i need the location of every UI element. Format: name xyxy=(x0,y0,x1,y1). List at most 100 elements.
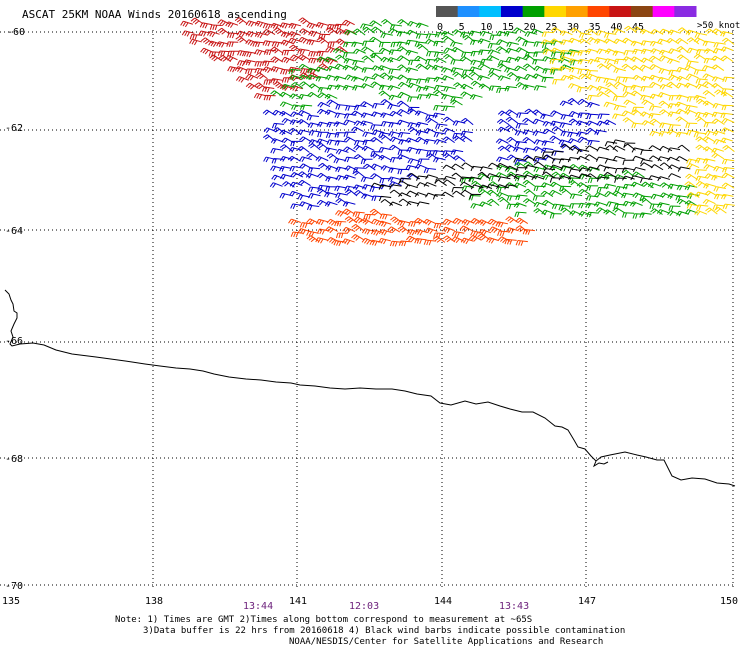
wind-barb xyxy=(397,220,410,227)
wind-barb xyxy=(289,119,303,126)
wind-barb xyxy=(461,162,475,169)
wind-barb xyxy=(433,84,447,91)
wind-barb xyxy=(353,48,366,55)
wind-barb xyxy=(234,66,248,73)
wind-barb xyxy=(675,108,689,115)
wind-barb xyxy=(497,145,511,153)
wind-barb xyxy=(614,177,627,183)
wind-barb xyxy=(470,230,483,237)
wind-barb xyxy=(308,51,321,57)
wind-barb xyxy=(451,186,464,193)
wind-barb xyxy=(479,30,493,37)
wind-barb xyxy=(443,175,456,181)
lon-label: 147 xyxy=(578,596,596,607)
wind-barb xyxy=(362,184,375,190)
wind-barb xyxy=(576,86,589,93)
wind-barb xyxy=(694,111,708,118)
wind-barb xyxy=(297,48,310,55)
wind-barb xyxy=(469,94,483,100)
wind-barb xyxy=(549,213,562,219)
wind-barb xyxy=(650,164,664,171)
wind-barb xyxy=(397,168,410,175)
wind-barb xyxy=(396,100,410,108)
wind-barb xyxy=(325,186,338,192)
wind-barb xyxy=(316,108,330,115)
wind-barb xyxy=(696,204,709,211)
wind-barb xyxy=(341,238,355,245)
wind-barb xyxy=(577,98,591,106)
wind-barb xyxy=(604,141,618,147)
wind-barb xyxy=(667,164,681,170)
wind-barb xyxy=(603,183,617,190)
lat-label: -70 xyxy=(5,581,23,592)
wind-barb xyxy=(314,66,328,73)
wind-barb xyxy=(324,109,338,116)
wind-barb xyxy=(280,173,293,180)
wind-barb xyxy=(408,221,421,227)
wind-barb xyxy=(425,38,438,45)
wind-barb xyxy=(497,126,511,133)
wind-barb xyxy=(270,138,284,144)
wind-barb xyxy=(657,176,671,182)
wind-barb xyxy=(290,140,303,147)
lat-label: -66 xyxy=(5,336,23,347)
wind-barb xyxy=(396,31,410,37)
wind-barb xyxy=(350,76,364,82)
wind-barb xyxy=(542,151,554,157)
wind-barb xyxy=(486,183,500,190)
wind-barb xyxy=(396,108,410,115)
wind-barb xyxy=(460,237,474,245)
wind-barb xyxy=(486,237,499,244)
wind-barb xyxy=(371,73,385,80)
wind-barb xyxy=(703,146,716,153)
wind-barb xyxy=(398,240,411,247)
wind-barb xyxy=(255,72,268,80)
wind-barb xyxy=(578,32,592,39)
wind-barb xyxy=(496,186,509,193)
wind-barb xyxy=(308,57,321,64)
wind-barb xyxy=(532,130,546,137)
wind-barb xyxy=(351,41,364,48)
wind-barb xyxy=(606,201,619,207)
wind-barb xyxy=(676,184,690,191)
wind-barb xyxy=(559,55,573,62)
wind-barb xyxy=(568,168,582,174)
wind-barb xyxy=(316,172,330,180)
wind-barb xyxy=(647,182,661,188)
wind-barb xyxy=(335,175,349,181)
wind-barb xyxy=(226,32,240,39)
wind-barb xyxy=(612,113,625,120)
wind-barb xyxy=(396,119,410,126)
wind-barb xyxy=(370,152,384,160)
wind-barb xyxy=(514,161,528,169)
wind-barb xyxy=(640,75,654,82)
wind-barb xyxy=(705,207,718,215)
wind-barb xyxy=(370,137,383,144)
wind-barb xyxy=(586,101,600,108)
wind-barb xyxy=(318,63,331,71)
wind-barb xyxy=(407,82,421,89)
wind-barb xyxy=(451,172,464,180)
wind-barb xyxy=(452,29,465,36)
wind-barb xyxy=(416,182,430,187)
wind-barb xyxy=(389,189,403,197)
wind-barb xyxy=(640,162,653,168)
wind-barb xyxy=(308,143,321,151)
wind-barb xyxy=(414,55,428,62)
wind-barb xyxy=(370,182,384,188)
wind-barb xyxy=(209,24,222,31)
pass-time-label: 12:03 xyxy=(349,601,379,612)
legend-value-label: 30 xyxy=(567,22,579,33)
wind-barb xyxy=(414,192,428,198)
wind-barb xyxy=(496,156,509,163)
wind-barb xyxy=(227,66,240,73)
wind-barb xyxy=(218,54,231,63)
wind-barb xyxy=(288,68,301,75)
wind-barb xyxy=(361,55,374,63)
wind-barb xyxy=(450,67,464,73)
wind-barb xyxy=(702,73,716,79)
wind-barb xyxy=(612,50,626,57)
wind-barb xyxy=(515,122,528,129)
wind-barb xyxy=(668,69,681,76)
wind-barb xyxy=(621,192,634,199)
